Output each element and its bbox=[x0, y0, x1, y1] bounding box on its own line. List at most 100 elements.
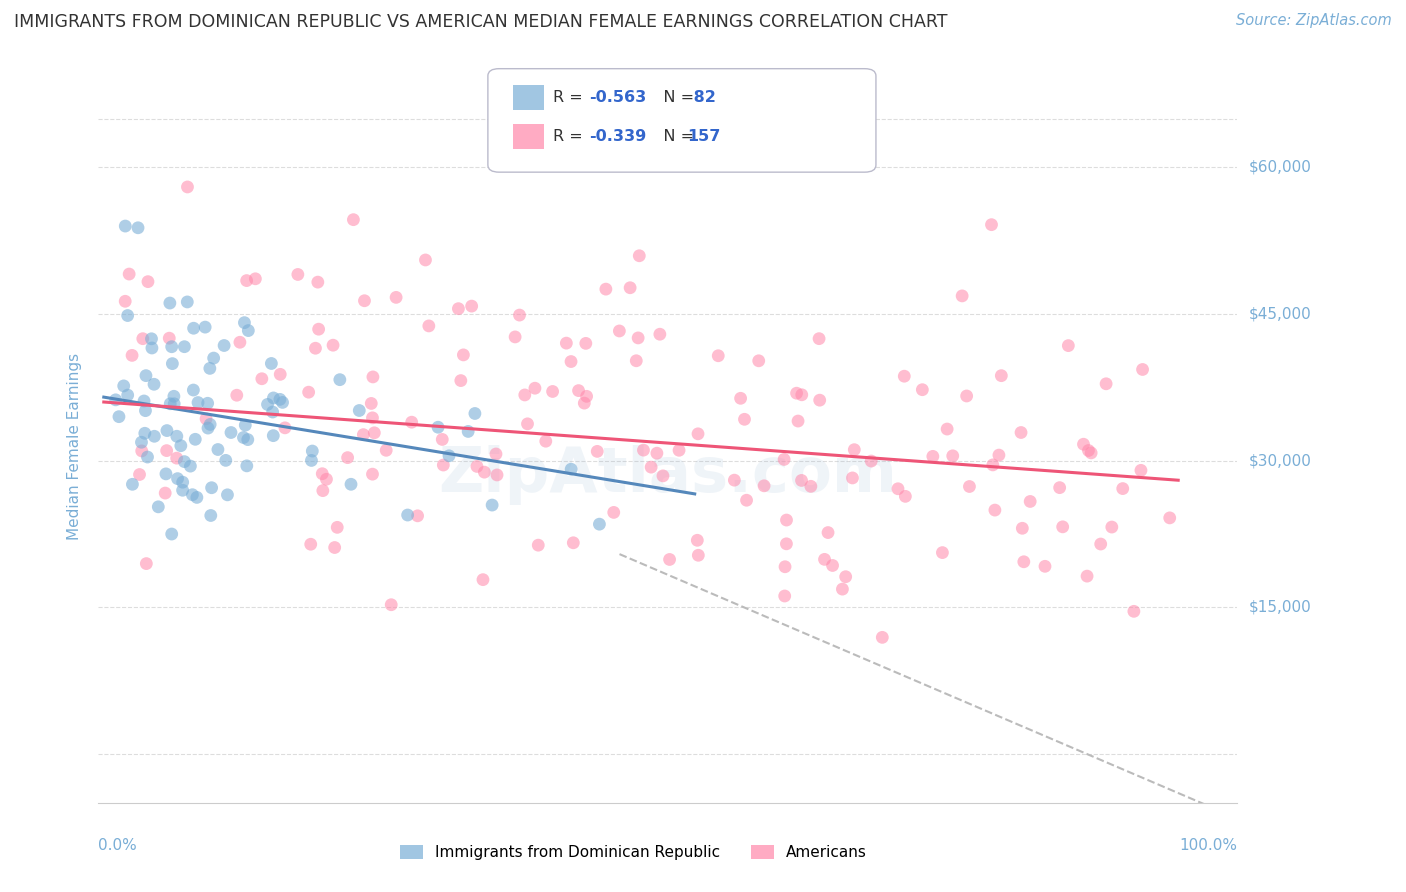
Point bbox=[349, 403, 371, 417]
Point bbox=[752, 479, 775, 493]
Point bbox=[1033, 559, 1056, 574]
Point bbox=[361, 467, 384, 482]
Point bbox=[560, 462, 582, 476]
Point bbox=[1076, 569, 1098, 583]
Point bbox=[160, 340, 183, 354]
Point bbox=[198, 417, 221, 432]
Point bbox=[143, 429, 166, 443]
Point bbox=[555, 336, 578, 351]
Text: $45,000: $45,000 bbox=[1249, 307, 1312, 321]
Point bbox=[135, 557, 157, 571]
Point bbox=[163, 389, 186, 403]
Point bbox=[893, 369, 915, 384]
Point bbox=[775, 513, 797, 527]
Point bbox=[162, 357, 184, 371]
Text: 157: 157 bbox=[688, 129, 721, 144]
Point bbox=[183, 383, 205, 397]
Point bbox=[262, 391, 284, 405]
Text: N =: N = bbox=[648, 129, 699, 144]
Point bbox=[942, 449, 965, 463]
Text: Source: ZipAtlas.com: Source: ZipAtlas.com bbox=[1236, 13, 1392, 29]
Point bbox=[640, 460, 662, 475]
Point bbox=[481, 498, 503, 512]
Point bbox=[686, 533, 709, 548]
Point bbox=[136, 450, 159, 464]
Text: -0.339: -0.339 bbox=[589, 129, 647, 144]
Text: ZipAtlas.com: ZipAtlas.com bbox=[439, 444, 897, 505]
Point bbox=[562, 535, 585, 549]
Point bbox=[773, 589, 796, 603]
Point bbox=[108, 409, 131, 424]
Point bbox=[271, 395, 294, 409]
Text: R =: R = bbox=[553, 90, 588, 104]
Point bbox=[166, 429, 188, 443]
Point bbox=[134, 403, 156, 417]
Point bbox=[831, 582, 853, 596]
Point bbox=[790, 474, 813, 488]
Point bbox=[894, 489, 917, 503]
Point bbox=[363, 425, 385, 440]
Point bbox=[143, 377, 166, 392]
Point bbox=[648, 327, 671, 342]
Point bbox=[775, 537, 797, 551]
Point bbox=[485, 447, 508, 461]
Point bbox=[184, 432, 207, 446]
Point bbox=[163, 397, 186, 411]
Point bbox=[134, 426, 156, 441]
Point bbox=[609, 324, 631, 338]
Point bbox=[1132, 362, 1154, 376]
Point bbox=[127, 220, 149, 235]
Point bbox=[329, 373, 352, 387]
Point bbox=[141, 332, 163, 346]
Text: 0.0%: 0.0% bbox=[98, 838, 138, 853]
Point bbox=[200, 508, 222, 523]
Point bbox=[235, 274, 257, 288]
Point bbox=[136, 275, 159, 289]
Point bbox=[872, 631, 894, 645]
Point bbox=[311, 467, 333, 481]
Point bbox=[1012, 555, 1035, 569]
Text: R =: R = bbox=[553, 129, 588, 144]
Point bbox=[984, 503, 1007, 517]
Point bbox=[931, 546, 953, 560]
Point bbox=[236, 433, 259, 447]
Point bbox=[432, 433, 454, 447]
Point bbox=[360, 396, 382, 410]
Point bbox=[588, 517, 610, 532]
Point bbox=[959, 479, 981, 493]
Point bbox=[238, 324, 260, 338]
Point bbox=[361, 370, 384, 384]
Point bbox=[194, 320, 217, 334]
Point bbox=[821, 558, 844, 573]
Point bbox=[1077, 443, 1099, 458]
Point bbox=[166, 472, 188, 486]
Point bbox=[201, 481, 224, 495]
Point bbox=[340, 477, 363, 491]
Point bbox=[197, 396, 219, 410]
Point bbox=[148, 500, 170, 514]
Point bbox=[516, 417, 538, 431]
Point bbox=[817, 525, 839, 540]
Point bbox=[233, 316, 256, 330]
Point bbox=[406, 508, 429, 523]
Point bbox=[950, 289, 973, 303]
Point bbox=[172, 475, 194, 490]
Point bbox=[187, 395, 209, 409]
Point bbox=[575, 389, 598, 403]
Text: 82: 82 bbox=[688, 90, 716, 104]
Point bbox=[844, 442, 866, 457]
Point bbox=[269, 392, 291, 407]
Point bbox=[274, 421, 297, 435]
Point bbox=[486, 467, 509, 482]
Point bbox=[735, 493, 758, 508]
Point bbox=[808, 332, 831, 346]
Point bbox=[315, 472, 337, 486]
Point bbox=[245, 272, 267, 286]
Point bbox=[132, 394, 155, 409]
Point bbox=[250, 372, 273, 386]
Text: $60,000: $60,000 bbox=[1249, 160, 1312, 175]
Point bbox=[575, 336, 598, 351]
Point bbox=[217, 488, 239, 502]
Point bbox=[135, 368, 157, 383]
Point bbox=[474, 465, 496, 479]
